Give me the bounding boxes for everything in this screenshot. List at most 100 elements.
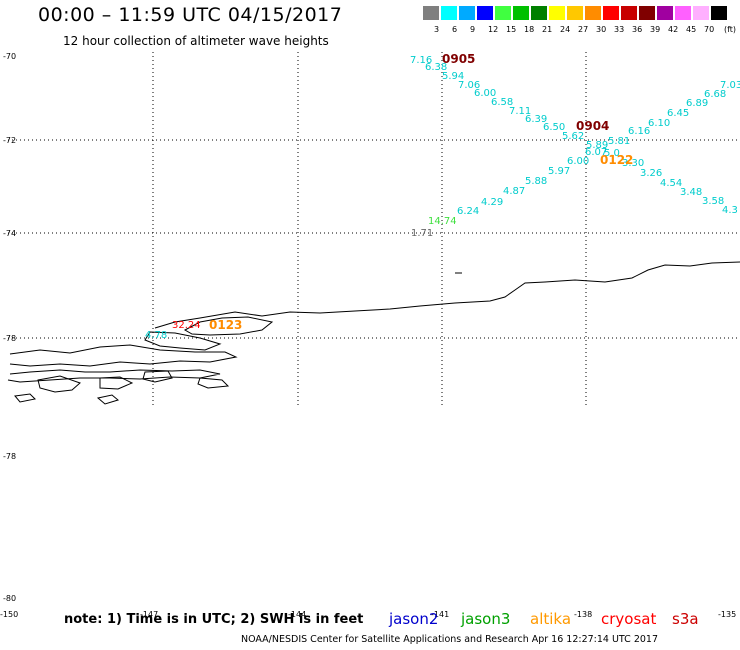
colorbar-swatch — [674, 6, 691, 20]
swh-value: 1.71 — [411, 228, 433, 239]
swh-value: 3.48 — [680, 187, 702, 198]
swh-value: 7.03 — [720, 80, 740, 91]
grid-lines — [8, 52, 740, 408]
swh-value: 5.88 — [525, 176, 547, 187]
pass-time-label: 0122 — [600, 153, 633, 167]
swh-value: 7.06 — [458, 80, 480, 91]
colorbar-swatch — [494, 6, 511, 20]
lat-label: -78 — [3, 334, 16, 343]
lon-label: -147 — [140, 610, 158, 619]
swh-value: 6.38 — [425, 62, 447, 73]
swh-value: 3.58 — [702, 196, 724, 207]
swh-value: 5.62 — [562, 131, 584, 142]
colorbar-swatch — [530, 6, 547, 20]
lon-label: -138 — [574, 610, 592, 619]
time-labels: 0905 0904 0122 0123 — [209, 52, 633, 332]
swh-value: 7.16 — [410, 55, 432, 66]
colorbar-label: 15 — [506, 25, 517, 34]
swh-value: 5.97 — [548, 166, 570, 177]
legend-jason3: jason3 — [461, 610, 511, 628]
swh-value: 6.45 — [667, 108, 689, 119]
colorbar-swatch — [584, 6, 601, 20]
lat-label: -78 — [3, 452, 16, 461]
colorbar-swatch — [476, 6, 493, 20]
swh-value: 4.87 — [503, 186, 525, 197]
colorbar-label: 70 — [704, 25, 715, 34]
colorbar-label: 21 — [542, 25, 553, 34]
pass-time-label: 0905 — [442, 52, 475, 66]
lon-label: -141 — [431, 610, 449, 619]
swh-labels: 7.166.385.947.066.006.587.116.396.505.62… — [145, 55, 740, 341]
swh-value: 3.30 — [622, 158, 644, 169]
colorbar-label: 24 — [560, 25, 571, 34]
swh-value: 5.94 — [442, 71, 464, 82]
colorbar-swatch — [548, 6, 565, 20]
lat-label: -80 — [3, 594, 16, 603]
swh-value: 6.10 — [648, 118, 670, 129]
swh-value: 6.16 — [628, 126, 650, 137]
swh-value: 6.07 — [585, 147, 607, 158]
swh-value: 6.89 — [686, 98, 708, 109]
swh-value: 6.68 — [704, 89, 726, 100]
colorbar-swatch — [458, 6, 475, 20]
colorbar-label: 12 — [488, 25, 499, 34]
colorbar-swatch — [692, 6, 709, 20]
colorbar-label: 9 — [470, 25, 476, 34]
lat-label: -70 — [3, 52, 16, 61]
swh-value: 3.26 — [640, 168, 662, 179]
page-title: 00:00 – 11:59 UTC 04/15/2017 — [38, 4, 343, 26]
swh-value: 4.54 — [660, 178, 682, 189]
legend-cryosat: cryosat — [601, 610, 657, 628]
swh-value: 32.24 — [172, 320, 201, 331]
colorbar-label: 45 — [686, 25, 697, 34]
colorbar-swatch — [656, 6, 673, 20]
swh-value: 4.3 — [722, 205, 738, 216]
page-subtitle: 12 hour collection of altimeter wave hei… — [63, 34, 329, 48]
colorbar-label: (ft) — [724, 25, 737, 34]
colorbar-label: 18 — [524, 25, 535, 34]
swh-value: 6.50 — [543, 122, 565, 133]
colorbar-label: 6 — [452, 25, 458, 34]
lat-label: -74 — [3, 229, 16, 238]
colorbar-label: 27 — [578, 25, 589, 34]
colorbar-swatch — [710, 6, 727, 20]
colorbar-label: 42 — [668, 25, 679, 34]
swh-value: 5.0 — [604, 148, 620, 159]
colorbar-label: 36 — [632, 25, 643, 34]
swh-value: 4.29 — [481, 197, 503, 208]
swh-value: 6.00 — [474, 88, 496, 99]
coastline — [7, 261, 740, 405]
colorbar-label: 3 — [434, 25, 440, 34]
swh-value: 14.74 — [428, 216, 457, 227]
pass-time-label: 0123 — [209, 318, 242, 332]
legend-s3a: s3a — [672, 610, 699, 628]
swh-value: 6.39 — [525, 114, 547, 125]
lon-label: -135 — [718, 610, 736, 619]
swh-value: 5.81 — [608, 136, 630, 147]
lon-label: -144 — [288, 610, 306, 619]
colorbar-swatch — [620, 6, 637, 20]
colorbar-swatch — [512, 6, 529, 20]
pass-time-label: 0904 — [576, 119, 609, 133]
colorbar-swatch — [440, 6, 457, 20]
swh-value: 6.24 — [457, 206, 479, 217]
swh-value: 6.00 — [567, 156, 589, 167]
colorbar-swatch — [422, 6, 439, 20]
colorbar-swatch — [566, 6, 583, 20]
swh-value: 7.11 — [509, 106, 531, 117]
swh-value: 5.89 — [586, 140, 608, 151]
colorbar-label: 39 — [650, 25, 661, 34]
footnote: note: 1) Time is in UTC; 2) SWH is in fe… — [64, 612, 364, 627]
lon-label: -150 — [0, 610, 18, 619]
swh-value: 6.58 — [491, 97, 513, 108]
legend-altika: altika — [530, 610, 572, 628]
colorbar-swatch — [638, 6, 655, 20]
colorbar-label: 33 — [614, 25, 625, 34]
swh-value: 4.78 — [145, 330, 167, 341]
legend-jason2: jason2 — [389, 610, 439, 628]
lat-label: -72 — [3, 136, 16, 145]
colorbar-label: 30 — [596, 25, 607, 34]
colorbar-swatch — [602, 6, 619, 20]
credit-line: NOAA/NESDIS Center for Satellite Applica… — [241, 634, 659, 645]
